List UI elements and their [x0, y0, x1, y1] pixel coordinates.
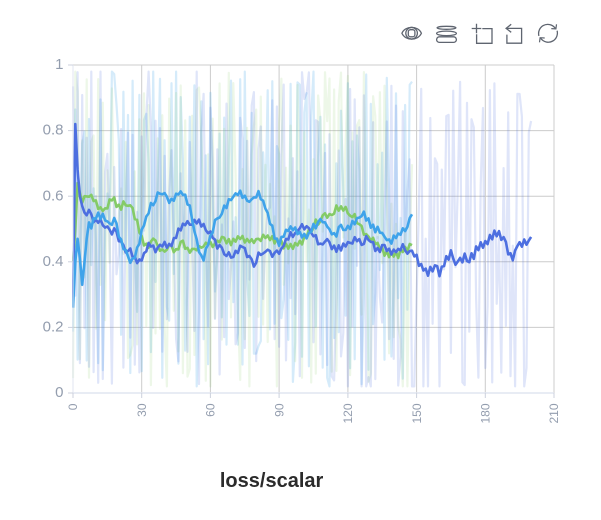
svg-text:0.8: 0.8 — [43, 122, 64, 139]
svg-text:0.4: 0.4 — [43, 253, 64, 270]
svg-text:loss/scalar: loss/scalar — [220, 470, 324, 492]
svg-text:90: 90 — [272, 403, 286, 417]
svg-text:180: 180 — [479, 403, 493, 423]
svg-text:150: 150 — [410, 403, 424, 423]
svg-text:0.6: 0.6 — [43, 187, 64, 204]
svg-text:1: 1 — [55, 56, 63, 73]
svg-text:60: 60 — [204, 403, 218, 417]
svg-text:210: 210 — [547, 403, 561, 423]
svg-text:120: 120 — [341, 403, 355, 423]
svg-text:0.2: 0.2 — [43, 319, 64, 336]
svg-text:0: 0 — [66, 403, 80, 410]
svg-text:30: 30 — [135, 403, 149, 417]
svg-text:0: 0 — [55, 384, 63, 401]
